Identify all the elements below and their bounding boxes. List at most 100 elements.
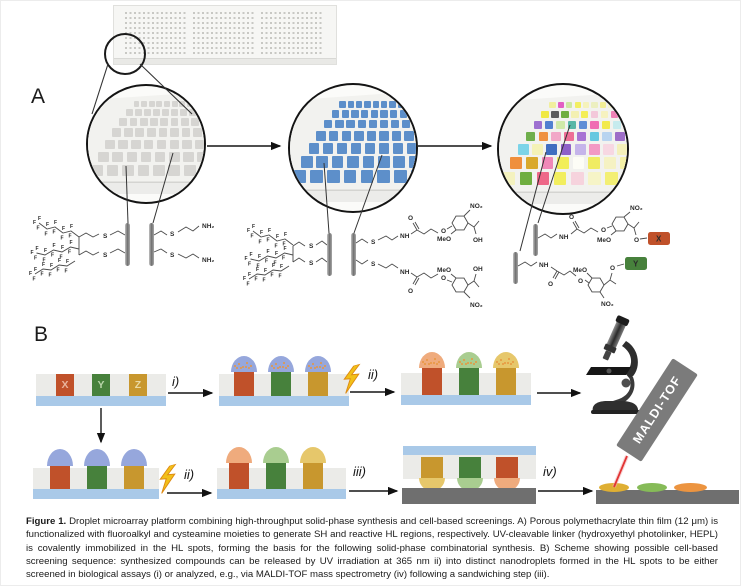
cell-dot	[438, 361, 441, 364]
cell-droplet	[305, 356, 331, 372]
s-atom-label: S	[170, 252, 175, 259]
ether-o-label: O	[441, 275, 446, 282]
array-spot	[152, 27, 154, 29]
cell-dot	[496, 361, 499, 364]
array-spot	[220, 37, 222, 39]
array-spot	[156, 52, 159, 54]
polymer-rod	[533, 224, 538, 256]
array-spot	[161, 52, 163, 54]
array-spot	[206, 27, 209, 29]
cell-dot	[428, 363, 431, 366]
array-spot	[224, 27, 227, 29]
array-spot	[322, 143, 334, 154]
array-spot	[238, 12, 240, 14]
array-spot	[347, 156, 359, 168]
array-spot	[220, 17, 222, 19]
array-spot	[247, 22, 249, 24]
array-spot	[156, 27, 159, 29]
cell-dot	[308, 365, 311, 368]
array-spot	[328, 131, 339, 141]
array-spot	[583, 101, 590, 108]
array-spot	[590, 120, 599, 130]
array-spot	[147, 27, 150, 29]
array-spot	[265, 22, 268, 24]
compound-x-spot: X	[56, 374, 74, 396]
array-spot	[197, 27, 200, 29]
array-spot	[343, 170, 357, 184]
array-spot	[135, 109, 143, 116]
array-spot	[202, 47, 204, 49]
array-spot	[211, 12, 213, 14]
array-spot	[283, 27, 286, 29]
fluorine-label: F	[34, 256, 37, 262]
array-spot	[394, 170, 407, 184]
array-spot	[242, 47, 245, 49]
array-spot	[165, 52, 168, 54]
array-spot	[288, 47, 290, 49]
fluorine-label: F	[61, 236, 64, 242]
array-spot	[147, 17, 150, 19]
array-spot	[588, 157, 601, 170]
array-spot	[183, 12, 186, 14]
array-spot	[220, 22, 222, 24]
array-spot	[261, 12, 263, 14]
array-spot	[315, 22, 317, 24]
array-spot	[541, 157, 554, 170]
fluorine-label: F	[264, 268, 267, 274]
array-spot	[211, 47, 213, 49]
benzene-ring	[587, 277, 605, 293]
array-spot	[179, 27, 181, 29]
array-spot	[118, 139, 128, 150]
fluorine-label: F	[50, 263, 53, 269]
cell-dot	[248, 367, 251, 370]
array-spot	[238, 42, 240, 44]
glass-slide-layer	[33, 489, 159, 499]
array-spot	[138, 27, 141, 29]
array-spot	[148, 101, 155, 107]
array-spot	[139, 118, 148, 127]
array-spot	[152, 17, 154, 19]
fluorine-label: F	[251, 234, 254, 240]
array-spot	[170, 12, 172, 14]
array-spot	[229, 52, 231, 54]
cell-dot	[424, 363, 427, 366]
array-spot	[288, 17, 290, 19]
array-spot	[238, 47, 240, 49]
maldi-target-plate	[402, 488, 536, 504]
array-spot	[193, 128, 202, 138]
array-spot	[229, 37, 231, 39]
array-spot	[247, 37, 249, 39]
array-spot	[180, 109, 187, 116]
fluorine-label: F	[275, 251, 278, 257]
hanging-droplet-y	[457, 478, 483, 491]
array-spot	[224, 37, 227, 39]
array-spot	[174, 42, 177, 44]
array-spot	[156, 37, 159, 39]
array-spot	[174, 27, 177, 29]
cell-dot	[500, 359, 503, 362]
cell-dot	[246, 362, 249, 365]
amide-nh-label: NH	[400, 233, 410, 240]
fluorine-label: F	[276, 234, 279, 240]
slide-spot-grid	[125, 12, 322, 54]
cell-dot	[273, 367, 276, 370]
array-spot	[233, 47, 236, 49]
array-spot	[571, 110, 579, 119]
array-spot	[270, 12, 272, 14]
array-spot	[193, 47, 195, 49]
array-spot	[138, 12, 141, 14]
array-spot	[133, 101, 140, 107]
fluorine-label: F	[284, 246, 287, 252]
array-spot	[125, 12, 127, 14]
array-spot	[202, 42, 204, 44]
array-spot	[161, 27, 163, 29]
array-spot	[292, 52, 295, 54]
fluorine-label: F	[58, 258, 61, 264]
array-spot	[402, 120, 411, 129]
chemical-structure-compounds-xy: NH O O NO₂ MeO O X NH O O MeO NO₂ O Y	[513, 205, 670, 308]
compound-z-block	[303, 462, 323, 489]
array-spot	[279, 37, 281, 39]
cell-dot	[285, 367, 288, 370]
array-spot	[119, 118, 128, 127]
